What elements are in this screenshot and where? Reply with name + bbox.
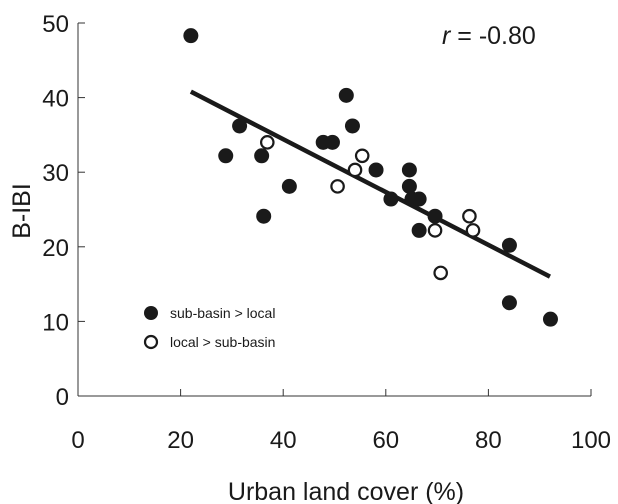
x-tick-label: 40 [270, 427, 297, 454]
data-point-local-gt-sub-basin [462, 208, 477, 224]
data-point-sub-basin-gt-local [338, 87, 354, 103]
x-tick-label: 20 [167, 427, 194, 454]
x-tick-label: 80 [475, 427, 502, 454]
data-points [183, 28, 558, 327]
x-axis-label: Urban land cover (%) [228, 478, 464, 504]
r-symbol: r [442, 22, 452, 50]
data-point-sub-basin-gt-local [501, 237, 517, 253]
data-point-local-gt-sub-basin [347, 162, 363, 178]
data-point-sub-basin-gt-local [218, 148, 234, 164]
data-point-sub-basin-gt-local [254, 148, 270, 164]
data-point-sub-basin-gt-local [427, 208, 443, 224]
legend-marker [143, 334, 159, 350]
r-value: = -0.80 [450, 22, 535, 50]
data-point-sub-basin-gt-local [401, 162, 417, 178]
legend-label: sub-basin > local [170, 305, 275, 321]
data-point-sub-basin-gt-local [411, 222, 427, 238]
data-point-sub-basin-gt-local [183, 28, 199, 44]
data-point-sub-basin-gt-local [324, 134, 340, 150]
data-point-local-gt-sub-basin [259, 135, 275, 150]
data-point-local-gt-sub-basin [465, 223, 481, 238]
data-point-sub-basin-gt-local [411, 191, 427, 207]
data-point-sub-basin-gt-local [383, 191, 399, 207]
data-point-sub-basin-gt-local [344, 118, 360, 134]
data-point-local-gt-sub-basin [330, 179, 345, 194]
legend: sub-basin > local local > sub-basin [143, 305, 275, 350]
legend-marker [144, 306, 158, 320]
data-point-local-gt-sub-basin [427, 223, 443, 238]
x-tick-label: 100 [571, 427, 611, 454]
y-tick-label: 30 [42, 160, 69, 187]
y-tick-label: 50 [42, 11, 69, 38]
axes: 0 20 40 60 80 100 0 10 20 30 40 50 [42, 11, 611, 454]
data-point-sub-basin-gt-local [542, 311, 558, 327]
y-tick-label: 0 [56, 384, 69, 411]
y-axis-label: B-IBI [8, 183, 36, 239]
data-point-sub-basin-gt-local [256, 208, 272, 224]
legend-label: local > sub-basin [170, 334, 275, 350]
y-tick-label: 20 [42, 235, 69, 262]
y-tick-label: 40 [42, 86, 69, 113]
regression-line-group [189, 89, 551, 279]
regression-line [189, 89, 551, 279]
correlation-annotation: r = -0.80 [442, 22, 536, 50]
data-point-sub-basin-gt-local [232, 118, 248, 134]
data-point-sub-basin-gt-local [368, 162, 384, 178]
x-tick-label: 0 [71, 427, 84, 454]
data-point-sub-basin-gt-local [281, 178, 297, 194]
y-tick-label: 10 [42, 309, 69, 336]
data-point-local-gt-sub-basin [433, 265, 448, 281]
x-tick-label: 60 [372, 427, 399, 454]
data-point-local-gt-sub-basin [354, 148, 370, 164]
data-point-sub-basin-gt-local [401, 178, 417, 194]
data-point-sub-basin-gt-local [501, 295, 517, 311]
